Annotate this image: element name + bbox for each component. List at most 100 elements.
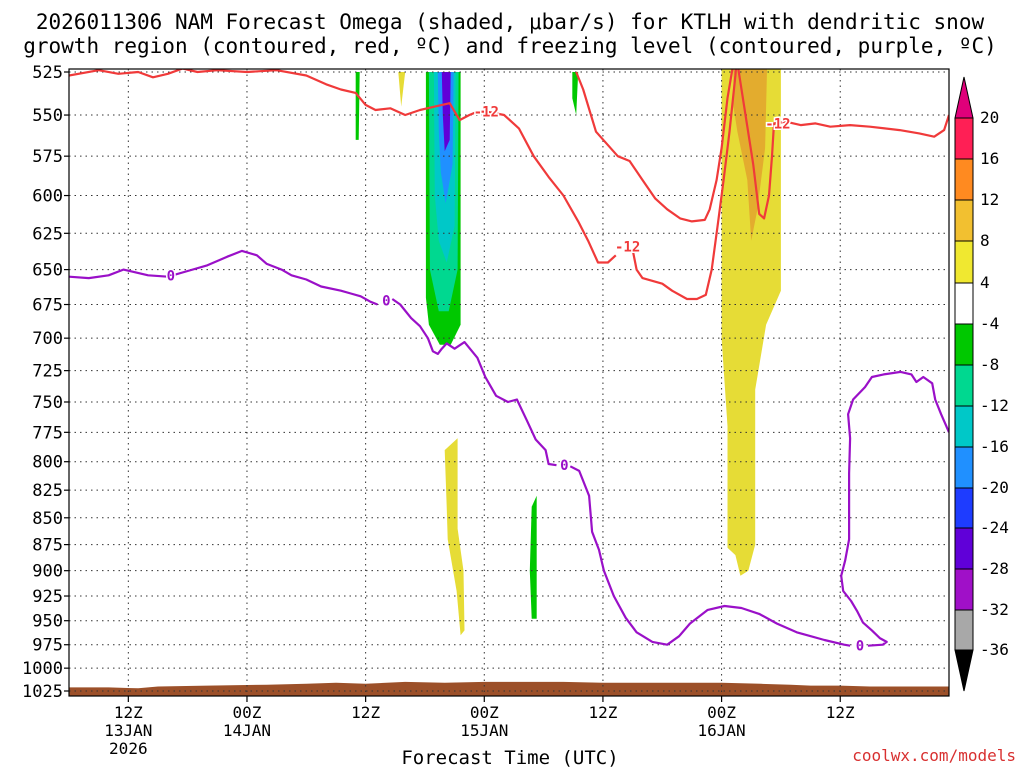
y-tick-label: 850 (32, 509, 63, 529)
x-tick-label: 00Z (470, 703, 499, 722)
colorbar-swatch (954, 117, 974, 160)
y-tick-label: 675 (32, 296, 63, 316)
x-tick-label: 13JAN (104, 721, 152, 740)
y-tick-label: 875 (32, 536, 63, 556)
red-contour-3 (575, 69, 734, 223)
purple-contour-4 (840, 370, 949, 647)
colorbar-label: 16 (980, 149, 999, 168)
purple-contour-label: 0 (382, 293, 390, 309)
x-tick-label: 12Z (826, 703, 855, 722)
y-tick-label: 975 (32, 636, 63, 656)
colorbar-swatch (954, 527, 974, 570)
y-axis: 525 550 575 600 625 650 675 700 725 750 775 800 825 8… (22, 63, 69, 702)
y-tick-label: 775 (32, 423, 63, 443)
colorbar-label: -12 (980, 396, 1009, 415)
colorbar-swatch (954, 158, 974, 201)
y-tick-label: 1000 (22, 659, 63, 679)
purple-contour-1 (69, 249, 378, 306)
colorbar-swatch (954, 323, 974, 366)
x-tick-label: 12Z (114, 703, 143, 722)
x-tick-label: 14JAN (223, 721, 271, 740)
colorbar-swatch (954, 568, 974, 611)
x-tick-label: 12Z (351, 703, 380, 722)
omega-yellow-3 (444, 438, 465, 636)
contour-labels: -12 -12 -12 0 0 0 0 (165, 103, 866, 656)
y-tick-label: 625 (32, 224, 63, 244)
x-tick-label: 15JAN (460, 721, 508, 740)
red-contour-label: -12 (474, 105, 499, 121)
y-tick-label: 725 (32, 362, 63, 382)
plot-frame (68, 68, 950, 697)
omega-shading (355, 69, 781, 636)
chart-title-line1: 2026011306 NAM Forecast Omega (shaded, μ… (36, 10, 985, 34)
y-tick-label: 800 (32, 453, 63, 473)
colorbar-swatch (954, 446, 974, 489)
red-contour-label: -12 (615, 240, 640, 256)
omega-green-3 (572, 72, 579, 115)
colorbar-top-arrow (954, 76, 974, 119)
y-tick-label: 650 (32, 261, 63, 281)
omega-yellow-2 (721, 69, 781, 576)
colorbar-swatch (954, 364, 974, 407)
x-tick-label: 12Z (588, 703, 617, 722)
y-tick-label: 575 (32, 147, 63, 167)
colorbar: 20 16 12 8 4 -4 -8 -12 -16 -20 -24 -28 -32 -36 (954, 76, 1009, 692)
red-contour-4 (737, 69, 949, 220)
omega-yellow-1 (398, 72, 406, 107)
y-tick-label: 925 (32, 587, 63, 607)
y-tick-label: 550 (32, 106, 63, 126)
y-tick-label: 900 (32, 562, 63, 582)
colorbar-swatch (954, 487, 974, 529)
x-tick-label: 00Z (707, 703, 736, 722)
y-tick-label: 700 (32, 329, 63, 349)
y-tick-label: 525 (32, 63, 63, 83)
x-tick-label: 16JAN (697, 721, 745, 740)
colorbar-label: -16 (980, 437, 1009, 456)
omega-purple (441, 72, 451, 152)
y-tick-label: 750 (32, 393, 63, 413)
colorbar-label: 12 (980, 190, 999, 209)
x-tick-label: 2026 (109, 739, 148, 758)
omega-green-4 (529, 495, 537, 619)
chart-title-line2: growth region (contoured, red, ºC) and f… (23, 34, 997, 58)
x-axis-label: Forecast Time (UTC) (401, 747, 618, 768)
purple-contour-label: 0 (167, 268, 175, 284)
plot-background (69, 69, 949, 696)
colorbar-swatch (954, 405, 974, 448)
colorbar-label: 20 (980, 108, 999, 127)
purple-contour-2 (391, 298, 557, 467)
colorbar-label: -8 (980, 355, 999, 374)
colorbar-label: -32 (980, 600, 1009, 619)
red-contour-label: -12 (765, 116, 790, 132)
purple-contour-label: 0 (856, 639, 864, 655)
colorbar-bottom-arrow (954, 649, 974, 692)
omega-green-1 (355, 72, 360, 140)
colorbar-swatch (954, 282, 974, 325)
colorbar-label: 8 (980, 231, 990, 250)
colorbar-label: -28 (980, 559, 1009, 578)
colorbar-swatch (954, 199, 974, 242)
red-contour-2 (631, 69, 738, 301)
colorbar-label: 4 (980, 273, 990, 292)
y-tick-label: 600 (32, 187, 63, 207)
colorbar-swatch (954, 240, 974, 284)
omega-orange (733, 69, 768, 241)
x-tick-label: 00Z (233, 703, 262, 722)
y-tick-label: 950 (32, 612, 63, 632)
ground-layer (69, 681, 949, 696)
colorbar-label: -36 (980, 640, 1009, 659)
ground-surface (69, 681, 949, 696)
colorbar-label: -24 (980, 518, 1009, 537)
colorbar-label: -20 (980, 478, 1009, 497)
plot-area: -12 -12 -12 0 0 0 0 (69, 69, 949, 696)
gridlines (69, 69, 949, 696)
purple-contour-3 (569, 465, 851, 647)
y-tick-label: 1025 (22, 682, 63, 702)
colorbar-swatch (954, 609, 974, 651)
colorbar-label: -4 (980, 314, 999, 333)
purple-contour-label: 0 (560, 458, 568, 474)
y-tick-label: 825 (32, 481, 63, 501)
credit-text: coolwx.com/models (852, 746, 1016, 765)
